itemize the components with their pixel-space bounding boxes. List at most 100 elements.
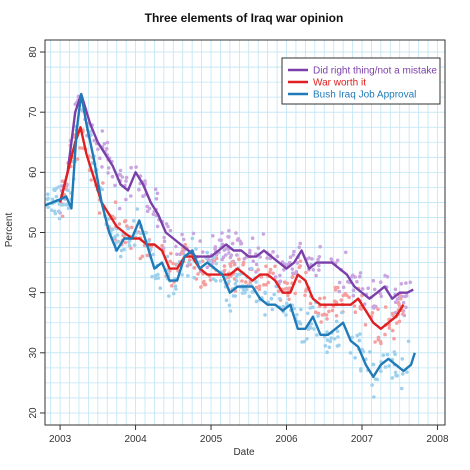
survey-point <box>256 268 261 272</box>
survey-point <box>53 211 58 216</box>
survey-point <box>304 270 308 275</box>
survey-point <box>119 254 123 259</box>
survey-point <box>124 179 128 183</box>
survey-point <box>212 259 217 263</box>
survey-point <box>214 261 219 266</box>
survey-point <box>335 258 340 263</box>
survey-point <box>101 181 105 185</box>
survey-point <box>404 305 408 310</box>
series-lines <box>44 92 416 379</box>
survey-point <box>202 282 207 287</box>
survey-point <box>319 320 324 324</box>
survey-point <box>263 290 267 295</box>
survey-point <box>165 254 170 259</box>
survey-point <box>399 282 404 286</box>
survey-point <box>383 365 388 369</box>
survey-point <box>379 294 384 299</box>
survey-point <box>390 328 395 333</box>
survey-point <box>45 197 50 202</box>
survey-point <box>66 188 70 193</box>
survey-point <box>405 370 409 374</box>
survey-point <box>60 179 65 183</box>
survey-point <box>406 339 411 344</box>
survey-point <box>337 289 342 294</box>
survey-point <box>169 251 173 256</box>
survey-point <box>376 307 380 312</box>
survey-point <box>135 207 140 211</box>
survey-point <box>325 338 330 342</box>
survey-point <box>268 267 273 272</box>
survey-point <box>362 302 367 306</box>
y-tick-label: 60 <box>28 166 39 178</box>
survey-point <box>385 352 390 357</box>
survey-point <box>187 258 192 262</box>
survey-point <box>213 245 218 249</box>
survey-point <box>134 165 138 169</box>
survey-point <box>155 191 160 196</box>
survey-point <box>113 183 117 188</box>
survey-point <box>123 240 127 245</box>
survey-point <box>180 232 184 237</box>
survey-point <box>278 273 282 278</box>
x-tick-label: 2003 <box>49 434 72 445</box>
survey-point <box>392 336 396 341</box>
survey-point <box>234 231 238 235</box>
survey-point <box>312 327 316 331</box>
survey-point <box>368 350 372 354</box>
survey-point <box>353 310 358 315</box>
survey-point <box>381 353 386 358</box>
survey-point <box>292 249 296 254</box>
survey-point <box>372 304 377 308</box>
survey-point <box>230 260 235 264</box>
survey-point <box>202 279 206 284</box>
survey-point <box>268 270 272 275</box>
survey-point <box>297 279 302 284</box>
survey-point <box>116 239 121 244</box>
legend-entry: War worth it <box>313 78 366 89</box>
survey-point <box>106 217 110 221</box>
x-axis-ticks: 2003 2004 2005 2006 2007 2008 <box>49 425 449 445</box>
survey-point <box>299 307 303 312</box>
survey-point <box>102 142 107 146</box>
survey-point <box>360 287 365 291</box>
survey-point <box>211 234 215 238</box>
series-line <box>58 126 405 330</box>
series-line <box>44 92 416 379</box>
survey-point <box>78 146 82 150</box>
survey-point <box>335 329 340 334</box>
survey-point <box>271 250 275 254</box>
survey-point <box>158 286 163 291</box>
survey-point <box>89 133 93 137</box>
series-line <box>58 92 414 300</box>
survey-point <box>220 231 224 235</box>
survey-point <box>393 287 398 292</box>
survey-point <box>54 194 59 199</box>
survey-point <box>137 187 141 192</box>
survey-point <box>218 278 223 283</box>
survey-point <box>205 250 209 255</box>
survey-point <box>316 314 320 318</box>
survey-point <box>334 319 339 324</box>
survey-point <box>232 262 237 267</box>
survey-point <box>393 310 398 315</box>
survey-point <box>347 295 351 300</box>
survey-point <box>147 239 151 243</box>
survey-point <box>259 275 264 279</box>
survey-point <box>334 314 339 318</box>
survey-point <box>100 129 105 133</box>
survey-point <box>180 273 184 277</box>
survey-point <box>330 308 335 313</box>
legend-entry: Did right thing/not a mistake <box>313 66 437 77</box>
survey-point <box>291 253 296 257</box>
survey-point <box>235 253 239 257</box>
survey-point <box>164 222 169 226</box>
survey-point <box>340 310 344 315</box>
survey-point <box>336 335 340 339</box>
survey-point <box>286 293 290 298</box>
survey-point <box>49 208 54 212</box>
survey-point <box>404 294 409 298</box>
survey-point <box>373 340 377 344</box>
survey-point <box>73 102 78 106</box>
survey-point <box>198 260 202 264</box>
